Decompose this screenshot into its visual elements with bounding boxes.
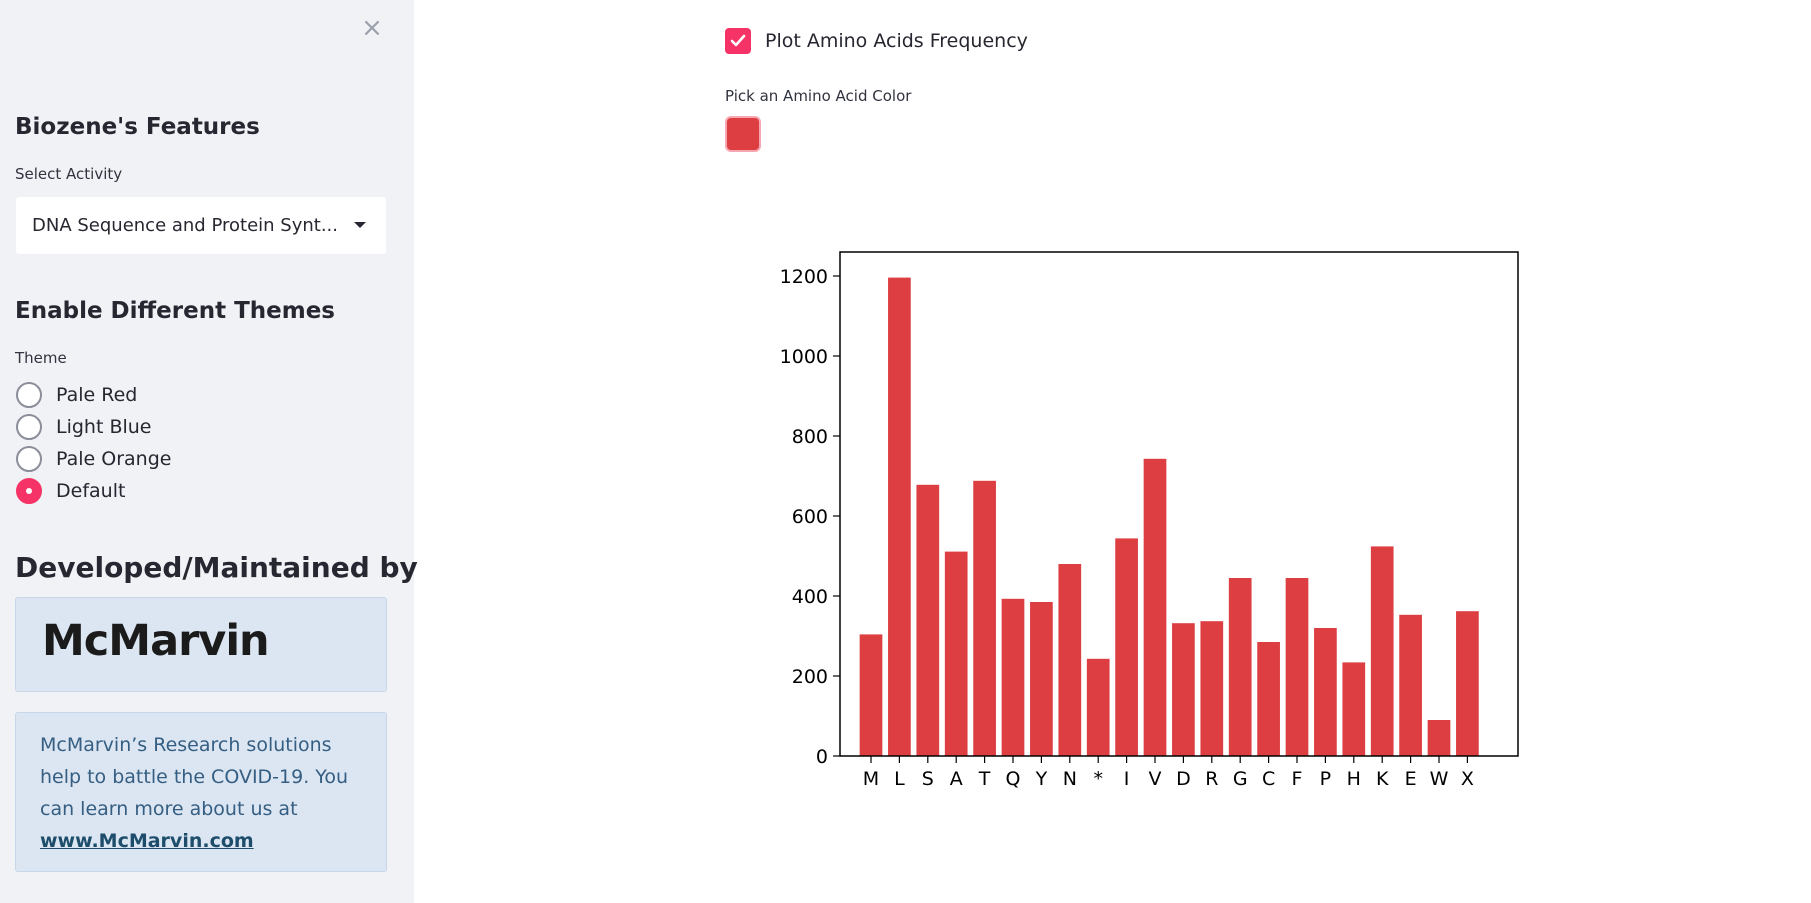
- bars: [859, 277, 1479, 756]
- bar-T: [973, 480, 996, 756]
- activity-select[interactable]: DNA Sequence and Protein Synt...: [16, 197, 386, 254]
- y-tick-label: 600: [792, 506, 828, 528]
- bar-C: [1257, 642, 1280, 756]
- color-picker-label: Pick an Amino Acid Color: [725, 87, 912, 105]
- x-tick-label: R: [1205, 768, 1218, 790]
- y-tick-label: 1000: [780, 346, 828, 368]
- radio-icon: [16, 414, 42, 440]
- x-tick-label: *: [1093, 768, 1103, 790]
- bar-M: [859, 634, 883, 756]
- radio-selected-icon: [16, 478, 42, 504]
- x-tick-label: S: [922, 768, 934, 790]
- x-tick-label: H: [1347, 768, 1361, 790]
- bar-X: [1456, 611, 1479, 756]
- theme-option-default[interactable]: Default: [16, 475, 171, 507]
- x-tick-label: D: [1176, 768, 1191, 790]
- theme-option-pale-orange[interactable]: Pale Orange: [16, 443, 171, 475]
- bar-K: [1370, 546, 1394, 756]
- bar-E: [1399, 614, 1422, 756]
- x-tick-label: X: [1461, 768, 1474, 790]
- themes-heading: Enable Different Themes: [15, 298, 336, 324]
- x-tick-label: K: [1376, 768, 1389, 790]
- y-axis: 0 200 400 600 800 1000 1200: [780, 266, 840, 768]
- x-tick-label: L: [894, 768, 905, 790]
- bar-R: [1200, 621, 1224, 756]
- y-tick-label: 1200: [780, 266, 828, 288]
- x-tick-label: P: [1320, 768, 1331, 790]
- x-tick-label: Q: [1006, 768, 1021, 790]
- x-tick-label: G: [1233, 768, 1248, 790]
- info-text: McMarvin’s Research solutions help to ba…: [40, 729, 362, 857]
- bar-D: [1172, 623, 1195, 756]
- x-tick-label: M: [863, 768, 879, 790]
- radio-label: Pale Red: [56, 384, 138, 406]
- bar-G: [1228, 578, 1252, 756]
- x-tick-label: W: [1430, 768, 1449, 790]
- features-heading: Biozene's Features: [15, 114, 260, 140]
- mcmarvin-logo: McMarvin: [42, 616, 270, 666]
- mcmarvin-link[interactable]: www.McMarvin.com: [40, 830, 254, 852]
- bar-L: [888, 277, 911, 756]
- checkbox-label: Plot Amino Acids Frequency: [765, 30, 1028, 52]
- x-axis: M L S A T Q Y N * I V D R G C F P H K E W X: [863, 756, 1474, 790]
- bar-Y: [1030, 602, 1053, 756]
- bar-N: [1058, 564, 1082, 756]
- bar-H: [1342, 662, 1366, 756]
- amino-acid-frequency-chart: 0 200 400 600 800 1000 1200 M L S A T Q Y N * I V D R G C F P H…: [780, 251, 1519, 790]
- bar-F: [1285, 578, 1309, 756]
- radio-label: Default: [56, 480, 126, 502]
- info-message: McMarvin’s Research solutions help to ba…: [40, 734, 349, 820]
- bar-Q: [1001, 598, 1025, 756]
- x-tick-label: F: [1292, 768, 1303, 790]
- select-activity-label: Select Activity: [15, 165, 123, 183]
- y-tick-label: 200: [792, 666, 828, 688]
- bar-A: [944, 551, 968, 756]
- y-tick-label: 0: [816, 746, 828, 768]
- theme-option-light-blue[interactable]: Light Blue: [16, 411, 171, 443]
- x-tick-label: T: [978, 768, 991, 790]
- sidebar: × Biozene's Features Select Activity DNA…: [0, 0, 418, 903]
- radio-icon: [16, 446, 42, 472]
- x-tick-label: A: [950, 768, 963, 790]
- radio-label: Light Blue: [56, 416, 152, 438]
- plot-frame: [839, 251, 1519, 757]
- theme-option-pale-red[interactable]: Pale Red: [16, 379, 171, 411]
- bar-stop: [1086, 658, 1110, 756]
- activity-select-value: DNA Sequence and Protein Synt...: [32, 215, 338, 236]
- color-picker-swatch[interactable]: [725, 116, 761, 152]
- bar-P: [1314, 628, 1337, 756]
- radio-label: Pale Orange: [56, 448, 172, 470]
- logo-card: McMarvin: [15, 597, 387, 692]
- bar-W: [1427, 720, 1451, 756]
- y-tick-label: 800: [792, 426, 828, 448]
- x-tick-label: I: [1124, 768, 1130, 790]
- theme-radio-group: Pale Red Light Blue Pale Orange Default: [16, 379, 171, 507]
- checkmark-icon: [725, 28, 751, 54]
- chevron-down-icon: [354, 222, 366, 228]
- x-tick-label: Y: [1035, 768, 1048, 790]
- bar-S: [916, 484, 940, 756]
- plot-frequency-checkbox[interactable]: Plot Amino Acids Frequency: [725, 28, 1028, 54]
- close-icon[interactable]: ×: [361, 13, 383, 43]
- bar-I: [1115, 538, 1138, 756]
- developed-heading: Developed/Maintained by: [15, 551, 418, 584]
- x-tick-label: C: [1262, 768, 1275, 790]
- theme-label: Theme: [15, 349, 67, 367]
- x-tick-label: N: [1063, 768, 1077, 790]
- info-card: McMarvin’s Research solutions help to ba…: [15, 712, 387, 872]
- x-tick-label: E: [1405, 768, 1417, 790]
- bar-V: [1143, 458, 1167, 756]
- radio-icon: [16, 382, 42, 408]
- x-tick-label: V: [1149, 768, 1162, 790]
- y-tick-label: 400: [792, 586, 828, 608]
